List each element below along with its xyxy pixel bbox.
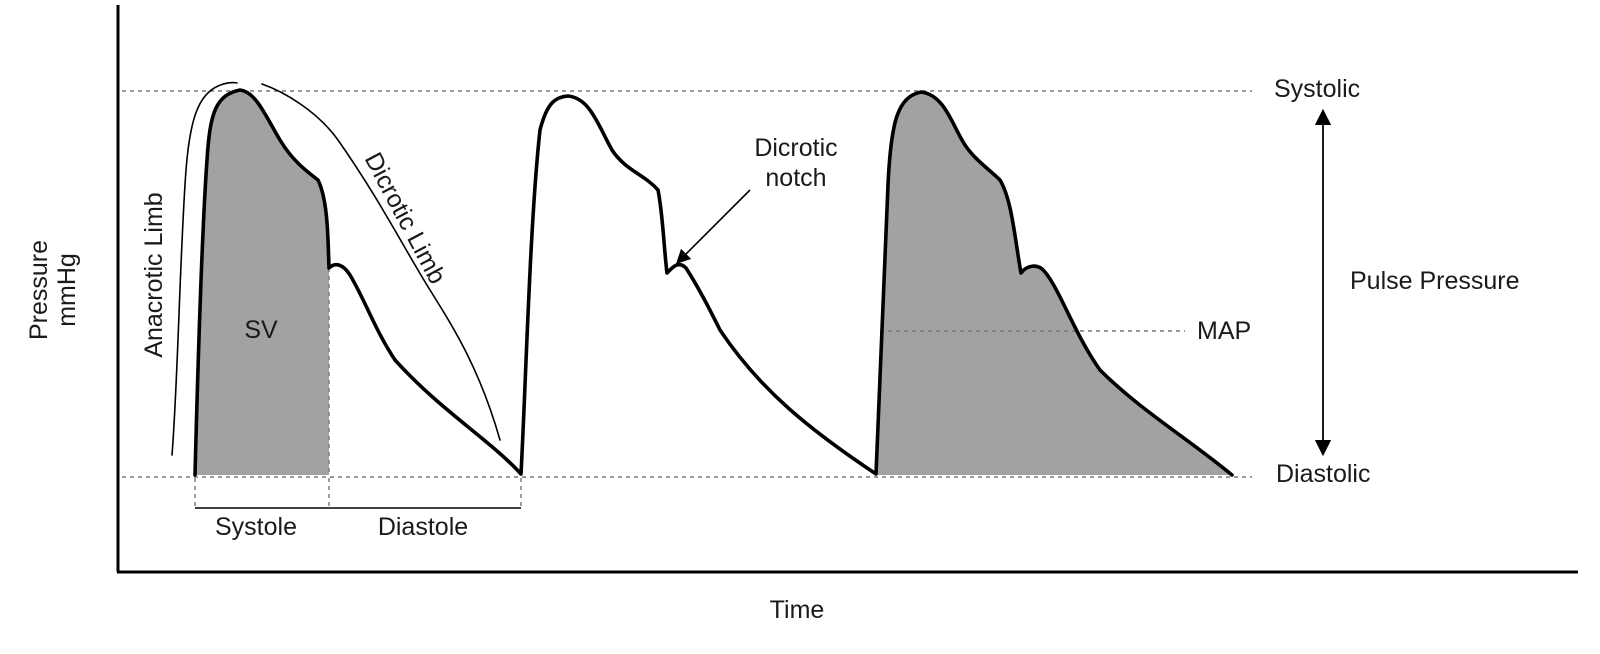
sv-label: SV <box>244 316 278 344</box>
pulse-pressure-label: Pulse Pressure <box>1350 267 1520 295</box>
y-axis-label-line1: Pressure <box>25 240 53 340</box>
diastolic-label: Diastolic <box>1276 460 1370 488</box>
x-axis-label: Time <box>770 596 825 624</box>
y-axis-label-line2: mmHg <box>53 253 81 327</box>
diastole-label: Diastole <box>378 513 468 541</box>
sv-shaded-area-first-beat <box>195 90 329 475</box>
systolic-label: Systolic <box>1274 75 1360 103</box>
dicrotic-limb-label: Dicrotic Limb <box>359 148 452 289</box>
arterial-pressure-waveform <box>193 88 1234 477</box>
sv-shaded-area-third-beat <box>876 92 1232 475</box>
dicrotic-notch-label-line2: notch <box>765 164 826 192</box>
map-label: MAP <box>1197 317 1251 345</box>
anacrotic-limb-label: Anacrotic Limb <box>140 192 168 357</box>
systole-label: Systole <box>215 513 297 541</box>
dicrotic-notch-label-line1: Dicrotic <box>754 134 837 162</box>
dicrotic-notch-arrow <box>675 189 751 265</box>
anacrotic-limb-curve <box>171 81 238 456</box>
dicrotic-limb-curve <box>261 83 501 441</box>
